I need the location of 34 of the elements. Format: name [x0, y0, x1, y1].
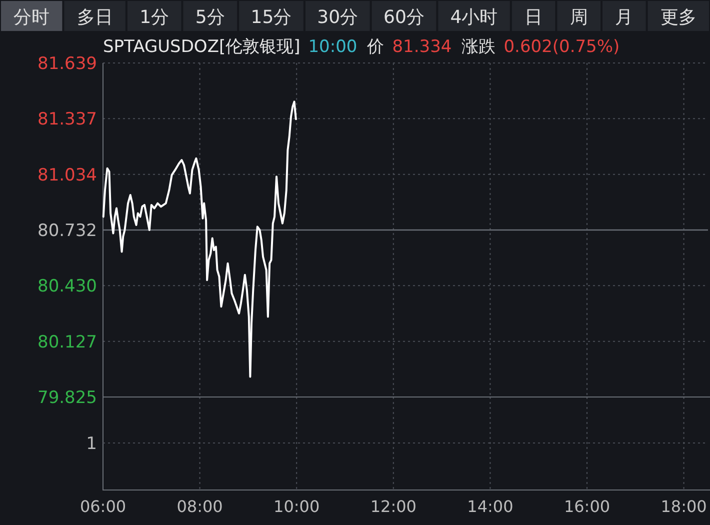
- x-tick-label: 18:00: [660, 497, 707, 516]
- x-tick-label: 16:00: [564, 497, 610, 516]
- tab: 月: [602, 1, 646, 31]
- y-tick-label: 80.127: [38, 332, 97, 352]
- text: 涨跌: [462, 37, 496, 57]
- text: 10:00: [308, 37, 358, 57]
- tab: 周: [557, 1, 600, 31]
- text: 0.602(0.75%): [504, 37, 620, 57]
- y-tick-label: 79.825: [38, 388, 97, 408]
- tab: 日: [512, 1, 556, 31]
- tab: 30分: [305, 1, 370, 31]
- text: 价: [366, 37, 384, 57]
- tab: 15分: [239, 1, 304, 31]
- x-tick-label: 12:00: [370, 497, 416, 516]
- x-tick-label: 14:00: [467, 497, 514, 516]
- tab: 更多: [648, 1, 709, 31]
- tab: 多日: [64, 1, 126, 31]
- x-tick-label: 10:00: [274, 497, 320, 516]
- x-tick-label: 06:00: [80, 497, 126, 516]
- y-tick-label: 80.732: [38, 221, 97, 241]
- tab: 分时: [1, 1, 62, 31]
- y-tick-label: 80.430: [38, 276, 97, 297]
- tab: 4小时: [438, 1, 510, 31]
- text: 81.334: [392, 37, 452, 57]
- y-tick-label: 81.337: [38, 110, 97, 130]
- text: 1: [86, 434, 97, 454]
- chart-title: SPTAGUSDOZ[伦敦银现]: [103, 37, 300, 57]
- tab: 1分: [127, 1, 182, 31]
- x-tick-label: 08:00: [176, 497, 223, 516]
- y-tick-label: 81.034: [38, 165, 97, 186]
- tab: 60分: [372, 1, 436, 31]
- y-tick-label: 81.639: [38, 54, 97, 74]
- line-series: [102, 100, 297, 378]
- tab: 5分: [183, 1, 238, 31]
